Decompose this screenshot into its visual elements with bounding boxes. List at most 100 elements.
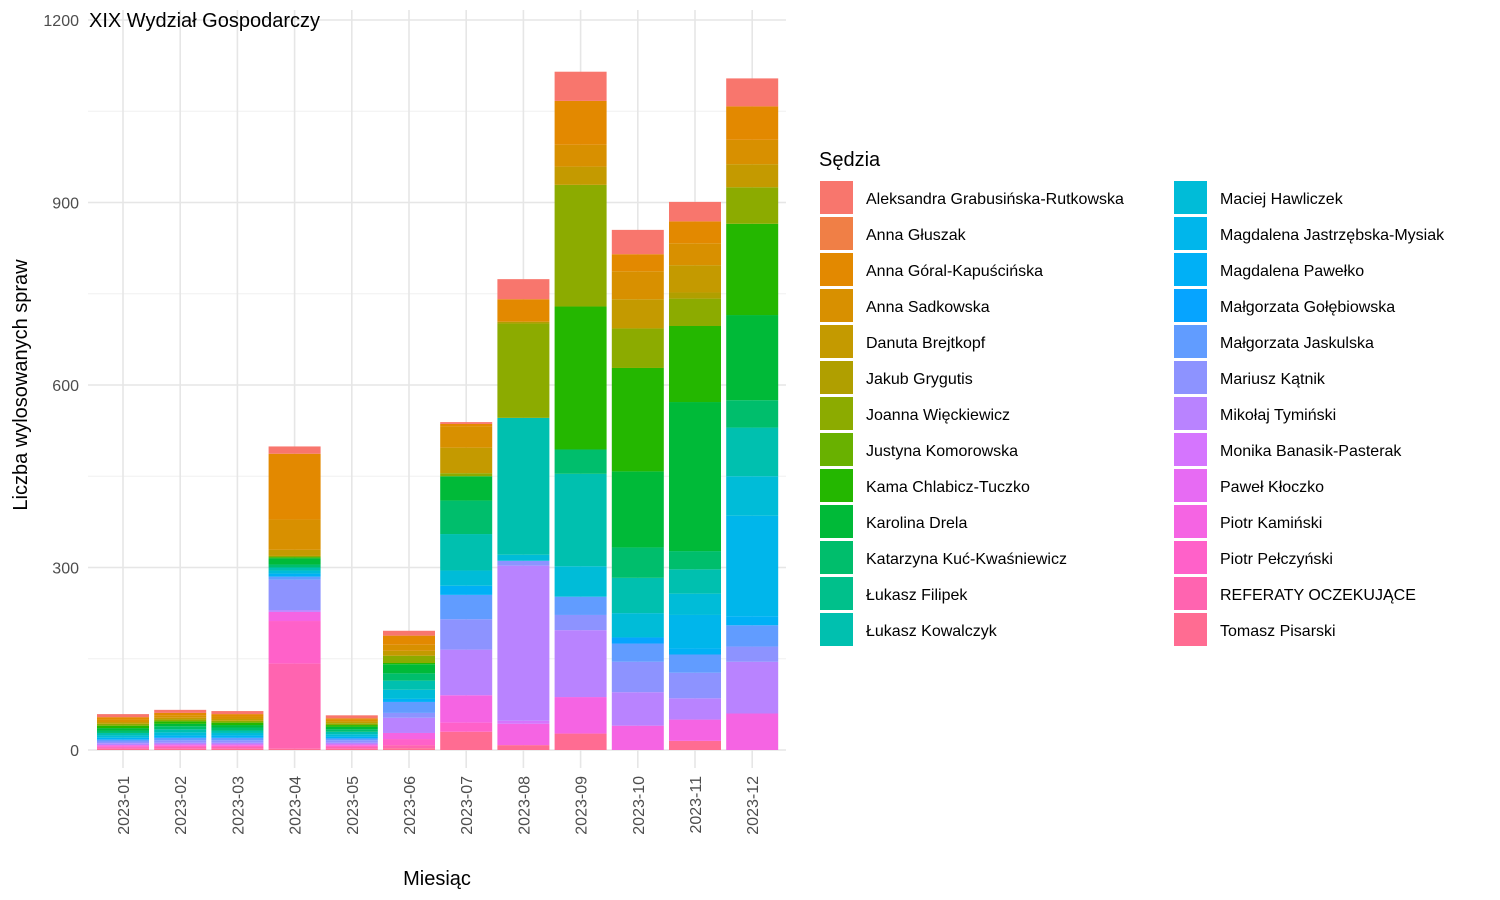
bar-segment (97, 748, 149, 750)
bar-segment (325, 726, 378, 730)
legend-key (1174, 505, 1207, 538)
bar-segment (211, 746, 264, 749)
bar-segment (497, 745, 550, 750)
bar-segment (383, 664, 435, 674)
legend-key (820, 505, 853, 538)
x-tick-label: 2023-05 (345, 776, 362, 835)
legend-label: Justyna Komorowska (866, 443, 1018, 460)
bar-segment (726, 646, 779, 662)
bar-segment (383, 739, 435, 746)
bar-segment (726, 616, 779, 626)
x-tick-label: 2023-10 (631, 776, 648, 835)
bar-segment (325, 734, 378, 737)
bar-segment (726, 139, 779, 165)
bar-segment (268, 748, 321, 750)
bar-segment (554, 473, 607, 567)
bar-segment (211, 745, 264, 747)
bar-segment (554, 630, 607, 698)
bar-segment (383, 712, 435, 718)
x-tick-label: 2023-01 (116, 776, 133, 835)
bar-segment (669, 265, 721, 293)
bar-segment (669, 698, 721, 720)
bar-segment (497, 720, 550, 724)
bar-segment (211, 748, 264, 750)
bar-segment (154, 712, 207, 716)
legend-label: Kama Chlabicz-Tuczko (866, 479, 1030, 496)
bar-segment (211, 711, 264, 715)
bar-segment (154, 748, 207, 750)
legend-key (1174, 217, 1207, 250)
bar-segment (497, 299, 550, 322)
legend-label: Danuta Brejtkopf (866, 335, 986, 352)
bar-segment (440, 570, 493, 586)
bar-segment (440, 422, 493, 424)
legend-label: Aleksandra Grabusińska-Rutkowska (866, 191, 1124, 208)
legend-label: Mikołaj Tymiński (1220, 407, 1336, 424)
bar-segment (669, 648, 721, 655)
bar-segment (268, 621, 321, 664)
bar-segment (97, 719, 149, 723)
bar-segment (440, 534, 493, 571)
bar-segment (497, 565, 550, 721)
bar-segment (268, 610, 321, 612)
x-tick-label: 2023-12 (745, 776, 762, 835)
x-axis-label: Miesiąc (403, 868, 471, 890)
bar-segment (97, 747, 149, 749)
bar-segment (611, 643, 664, 662)
legend-label: Tomasz Pisarski (1220, 623, 1336, 640)
bar-segment (611, 471, 664, 548)
x-axis-ticks: 2023-01 2023-02 2023-03 2023-04 2023-05 2023-… (116, 776, 762, 835)
bar-segment (554, 184, 607, 307)
bar-segment (611, 637, 664, 644)
legend-key (1174, 433, 1207, 466)
bar-segment (154, 745, 207, 747)
legend-key (820, 541, 853, 574)
bar-segment (383, 630, 435, 636)
bar-segment (97, 745, 149, 747)
bar-segment (497, 723, 550, 746)
bar-segment (268, 446, 321, 454)
bar-segment (726, 164, 779, 188)
legend-key (1174, 469, 1207, 502)
bar-segment (97, 746, 149, 748)
bar-segment (440, 423, 493, 427)
bar-segment (726, 315, 779, 401)
bar-segment (669, 614, 721, 649)
legend-key (1174, 613, 1207, 646)
legend-key (820, 433, 853, 466)
x-tick-label: 2023-07 (459, 776, 476, 835)
bar-segment (325, 718, 378, 720)
bar-segment (97, 743, 149, 746)
bar-segment (154, 740, 207, 743)
x-tick-label: 2023-03 (230, 776, 247, 835)
legend-label: Mariusz Kątnik (1220, 371, 1326, 388)
bar-segment (440, 473, 493, 477)
bar-segment (154, 746, 207, 749)
legend-key (820, 325, 853, 358)
x-tick-label: 2023-04 (288, 776, 305, 835)
bar-segment (611, 254, 664, 272)
bar-segment (440, 619, 493, 650)
bar-segment (611, 661, 664, 693)
bar-segment (440, 731, 493, 750)
bar-segment (383, 635, 435, 645)
legend-label: Łukasz Filipek (866, 587, 968, 604)
legend-key (820, 469, 853, 502)
legend-label: Anna Głuszak (866, 227, 967, 244)
bar-segment (669, 569, 721, 594)
bar-segment (611, 725, 664, 750)
bar-segment (726, 78, 779, 107)
bar-segment (383, 748, 435, 750)
legend-key (1174, 289, 1207, 322)
bar-segment (211, 716, 264, 719)
legend: Sędzia Aleksandra Grabusińska-Rutkowska A… (819, 149, 1445, 646)
bar-segment (211, 742, 264, 745)
bar-segment (726, 427, 779, 477)
bar-segment (97, 722, 149, 724)
y-tick-label: 600 (52, 378, 79, 395)
bar-segment (669, 740, 721, 750)
bar-segment (726, 713, 779, 750)
bar-segment (211, 718, 264, 721)
bar-segment (211, 714, 264, 717)
